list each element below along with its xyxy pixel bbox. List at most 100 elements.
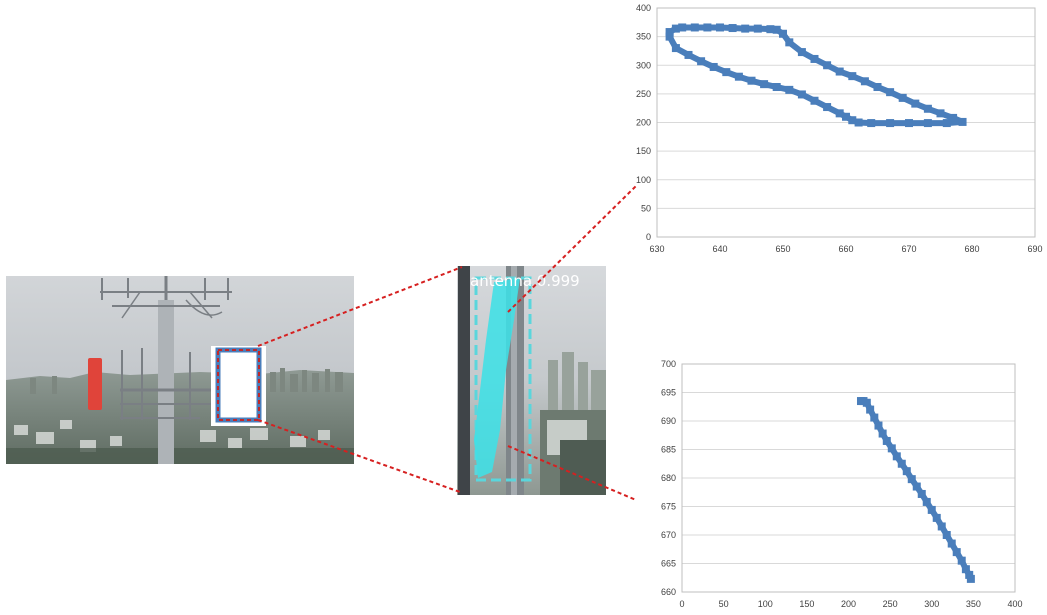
data-point (709, 62, 718, 71)
data-point (873, 83, 882, 92)
y-tick-label: 695 (661, 388, 676, 398)
x-tick-label: 350 (966, 599, 981, 609)
data-point (722, 68, 731, 77)
data-point (927, 505, 936, 514)
detection-box (474, 276, 532, 482)
x-tick-label: 300 (924, 599, 939, 609)
series-trace (666, 24, 966, 127)
data-point (835, 109, 844, 118)
data-point (772, 83, 781, 92)
data-point (947, 539, 956, 548)
connector-line (507, 185, 637, 313)
detection-label: antenna 0.999 (470, 272, 580, 290)
data-point (690, 23, 699, 32)
data-point (848, 116, 857, 125)
y-tick-label: 670 (661, 530, 676, 540)
data-point (966, 574, 975, 583)
x-tick-label: 150 (799, 599, 814, 609)
data-point (942, 531, 951, 539)
plot-frame (681, 363, 1016, 593)
data-point (671, 24, 680, 33)
x-tick-label: 630 (649, 244, 664, 254)
data-point (741, 24, 750, 33)
data-point (747, 76, 756, 85)
red-antenna-highlight (88, 358, 102, 410)
connector-line (507, 445, 637, 501)
data-point (952, 548, 961, 557)
x-tick-label: 200 (841, 599, 856, 609)
data-point (728, 24, 737, 33)
y-tick-label: 685 (661, 445, 676, 455)
data-point (772, 25, 781, 34)
data-point (911, 99, 920, 108)
data-point (957, 556, 966, 565)
data-point (785, 38, 794, 47)
data-point (961, 565, 970, 574)
data-point (860, 77, 869, 86)
data-point (923, 104, 932, 113)
data-point (878, 429, 887, 438)
y-tick-label: 350 (636, 32, 651, 42)
data-point (823, 103, 832, 112)
x-tick-label: 250 (883, 599, 898, 609)
tower-photo (6, 276, 354, 464)
data-point (716, 23, 724, 32)
connector-line (257, 419, 461, 493)
data-point (886, 88, 895, 97)
data-point (923, 119, 932, 128)
data-point (887, 444, 896, 453)
data-point (937, 522, 946, 531)
y-tick-label: 50 (641, 203, 651, 213)
data-point (797, 48, 806, 57)
data-point (922, 497, 931, 506)
data-point (734, 72, 743, 81)
data-point (902, 467, 911, 476)
boundary-chart-bottom: 660 665 670 675 680 685 690 695 700 0 50 100 150 200 2… (661, 359, 1023, 609)
data-point (779, 29, 787, 38)
y-tick-label: 150 (636, 146, 651, 156)
data-point (753, 24, 762, 33)
data-point (882, 436, 891, 445)
data-point (678, 23, 687, 32)
data-point (932, 513, 941, 522)
x-tick-label: 0 (679, 599, 684, 609)
y-tick-label: 300 (636, 60, 651, 70)
zoom-photo: antenna 0.999 (457, 266, 606, 495)
data-point (892, 452, 901, 461)
data-point (897, 459, 906, 468)
y-tick-label: 400 (636, 3, 651, 13)
data-point (862, 398, 871, 407)
antenna-mask (474, 278, 520, 478)
x-tick-label: 640 (712, 244, 727, 254)
data-point (866, 405, 875, 414)
data-point (842, 112, 850, 121)
x-tick-label: 660 (838, 244, 853, 254)
data-point (671, 44, 680, 53)
y-tick-label: 700 (661, 359, 676, 369)
data-point (797, 90, 806, 99)
y-tick-label: 0 (646, 232, 651, 242)
data-point (760, 80, 769, 89)
y-tick-label: 680 (661, 473, 676, 483)
x-tick-label: 680 (964, 244, 979, 254)
boundary-chart-top: 0 50 100 150 200 250 300 350 400 630 640 650 660 670 6… (636, 3, 1043, 254)
data-point (905, 119, 913, 128)
data-point (886, 119, 895, 128)
data-point (949, 113, 958, 122)
data-point (874, 421, 883, 430)
data-point (854, 118, 863, 127)
data-point (958, 117, 967, 126)
data-point (870, 413, 879, 422)
data-point (810, 96, 819, 105)
connector-line (257, 266, 463, 347)
x-tick-label: 400 (1007, 599, 1022, 609)
x-tick-label: 650 (775, 244, 790, 254)
x-tick-label: 50 (719, 599, 729, 609)
data-point (936, 109, 945, 118)
data-point (848, 72, 857, 81)
data-point (912, 482, 921, 491)
data-point (766, 25, 775, 34)
y-tick-label: 200 (636, 118, 651, 128)
y-tick-label: 660 (661, 587, 676, 597)
